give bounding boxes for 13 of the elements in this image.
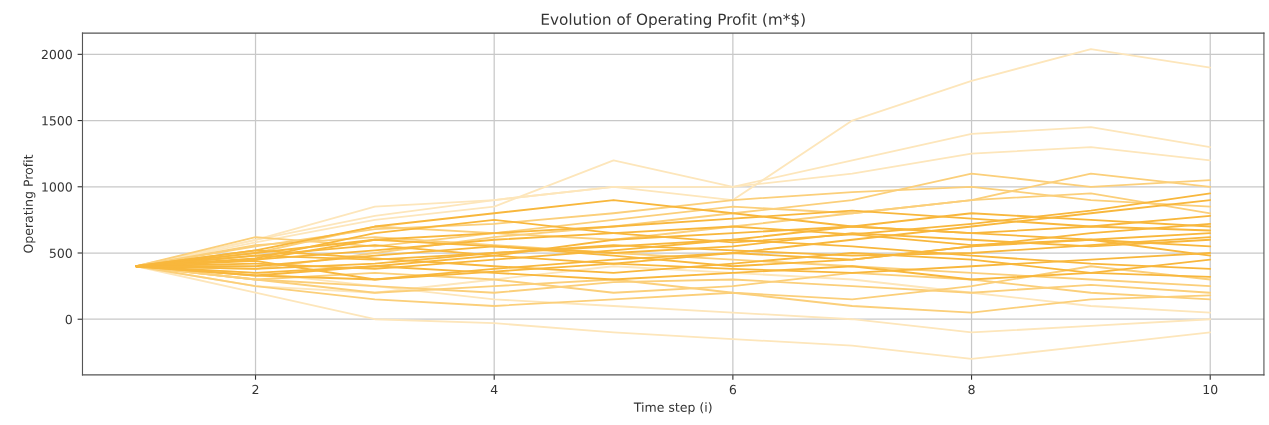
x-tick-label: 8 [968, 384, 975, 395]
x-tick-label: 4 [490, 384, 498, 395]
x-tick-label: 6 [729, 384, 737, 395]
y-tick-label: 2000 [41, 49, 72, 60]
y-tick-label: 0 [65, 314, 72, 325]
y-tick-label: 1500 [42, 116, 72, 126]
chart-title: Evolution of Operating Profit (m*$) [541, 13, 805, 28]
x-axis-title: Time step (i) [633, 402, 712, 415]
y-tick-label: 500 [49, 248, 72, 258]
x-tick-label: 10 [1203, 384, 1218, 395]
x-tick-label: 2 [252, 384, 259, 395]
y-tick-label: 1000 [42, 182, 72, 192]
y-axis-title: Operating Profit [23, 154, 36, 253]
